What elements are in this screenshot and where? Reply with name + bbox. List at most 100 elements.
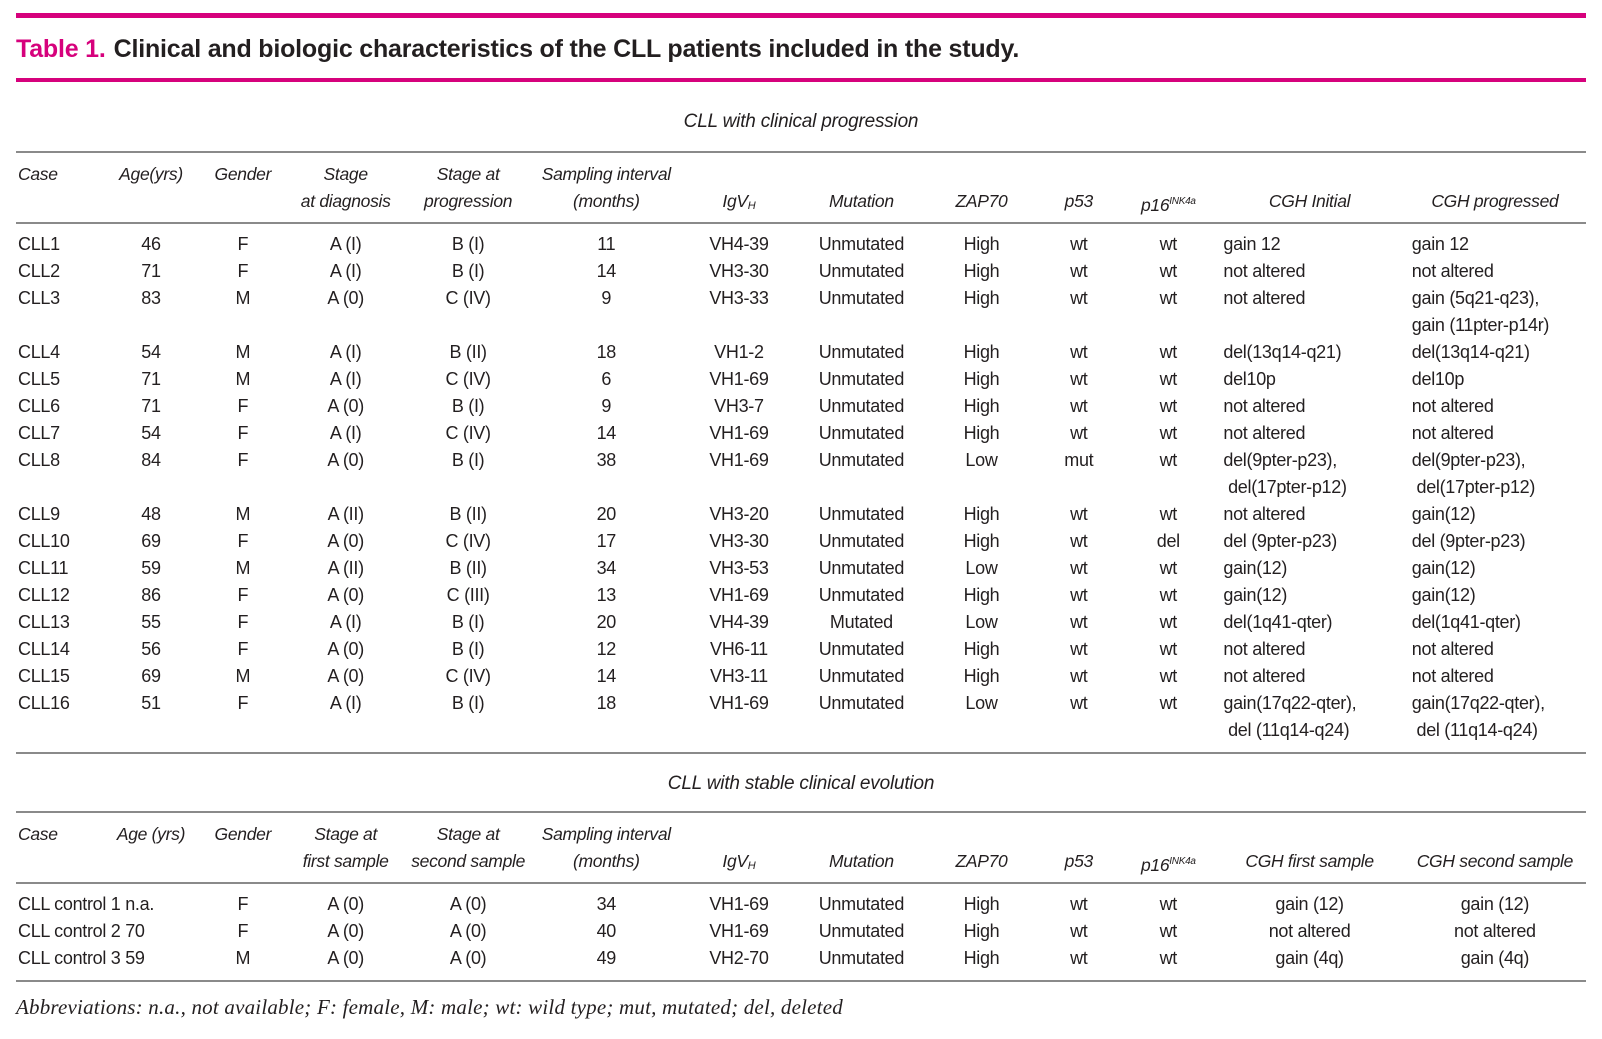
table-cell: 9 xyxy=(601,288,612,308)
table-cell: VH1-69 xyxy=(709,369,769,389)
table-cell: wt xyxy=(1070,423,1088,443)
table-cell: High xyxy=(963,288,1000,308)
table-cell: wt xyxy=(1159,234,1178,254)
column-header: Gender xyxy=(199,151,287,224)
table-cell: A (0) xyxy=(327,948,364,968)
table-cell: wt xyxy=(1159,639,1178,659)
table-cell: Mutated xyxy=(829,612,893,632)
header-row: Case Age (yrs) Gender Stage at first sample S… xyxy=(16,811,1586,884)
table-cell: 34 xyxy=(596,558,617,578)
table-cell: Unmutated xyxy=(818,261,905,281)
table-cell: High xyxy=(963,261,1000,281)
table-cell: gain(12) xyxy=(1411,504,1476,524)
table-cell: wt xyxy=(1159,342,1178,362)
table-cell: gain(12) xyxy=(1411,558,1476,578)
table-cell: 71 xyxy=(141,261,161,281)
table-cell: not altered xyxy=(1411,261,1494,281)
table-row: CLL15 69 M A (0) C (IV) 14 VH3-11 Unmutated High… xyxy=(16,663,1586,690)
table-cell: Unmutated xyxy=(818,450,905,470)
table-cell: gain(12) xyxy=(1223,558,1288,578)
table-cell: CLL4 xyxy=(18,342,60,362)
table-cell: A (0) xyxy=(327,585,364,605)
column-header: Stage at first sample xyxy=(286,811,406,884)
table-cell: 69 xyxy=(141,531,161,551)
table-cell: High xyxy=(963,531,1000,551)
table-cell: A (I) xyxy=(329,342,362,362)
table-cell: A (I) xyxy=(329,612,362,632)
table-cell: mut xyxy=(1064,450,1094,470)
table-cell: Unmutated xyxy=(818,639,905,659)
column-header: ZAP70 xyxy=(926,811,1037,884)
table-cell: not altered xyxy=(1411,396,1494,416)
column-header: IgVH xyxy=(681,811,797,884)
table-cell: A (0) xyxy=(327,531,364,551)
table-cell: Unmutated xyxy=(818,369,905,389)
table-cell: VH1-69 xyxy=(709,423,769,443)
table-cell: M xyxy=(235,369,251,389)
table-cell: 11 xyxy=(597,234,616,254)
table-cell: del(1q41-qter) xyxy=(1411,612,1521,632)
table-cell: 59 xyxy=(141,558,161,578)
table-cell: wt xyxy=(1159,450,1178,470)
table-cell: 14 xyxy=(596,423,617,443)
table-cell: VH1-69 xyxy=(709,693,769,713)
table-cell: wt xyxy=(1070,558,1088,578)
table-cell: VH1-69 xyxy=(709,921,769,941)
table-cell: 38 xyxy=(596,450,617,470)
table-cell: VH3-20 xyxy=(709,504,769,524)
table-cell: High xyxy=(963,504,1000,524)
column-header: Case xyxy=(16,151,103,224)
table-cell: wt xyxy=(1159,369,1178,389)
table-cell: F xyxy=(237,531,249,551)
table-cell: F xyxy=(237,234,249,254)
table-cell: CLL15 xyxy=(18,666,70,686)
table-cell: gain(17q22-qter), del (11q14-q24) xyxy=(1411,693,1545,740)
table-cell: A (II) xyxy=(327,504,365,524)
column-header: p16INK4a xyxy=(1121,811,1216,884)
table-cell: High xyxy=(963,894,1000,914)
table-cell: 48 xyxy=(141,504,161,524)
table-cell: wt xyxy=(1070,894,1088,914)
table-cell: VH1-69 xyxy=(709,450,769,470)
column-header: Stage at progression xyxy=(405,151,531,224)
table-number-label: Table 1. xyxy=(16,35,106,63)
table-cell: gain(12) xyxy=(1223,585,1288,605)
table-cell: F xyxy=(237,612,249,632)
table-figure: Table 1. Clinical and biologic characteri… xyxy=(16,13,1586,1020)
table-row: CLL14 56 F A (0) B (I) 12 VH6-11 Unmutated High w… xyxy=(16,636,1586,663)
table-cell: wt xyxy=(1070,585,1088,605)
table-cell: B (I) xyxy=(451,234,485,254)
section-heading-progression: CLL with clinical progression xyxy=(683,111,919,132)
table-cell: gain(17q22-qter), del (11q14-q24) xyxy=(1223,693,1357,740)
table-cell: CLL12 xyxy=(18,585,70,605)
column-header: Gender xyxy=(199,811,287,884)
table-cell: VH4-39 xyxy=(709,612,769,632)
table-cell: M xyxy=(235,558,251,578)
column-header: CGH first sample xyxy=(1215,811,1404,884)
table-cell: Unmutated xyxy=(818,666,905,686)
table-cell: Low xyxy=(965,693,998,713)
table-cell: wt xyxy=(1070,504,1088,524)
table-cell: wt xyxy=(1159,396,1178,416)
table-cell: F xyxy=(237,450,249,470)
table-row: CLL8 84 F A (0) B (I) 38 VH1-69 Unmutated Low mut… xyxy=(16,447,1586,501)
cll-progression-table: Case Age(yrs) Gender Stage at diagnosis Stage… xyxy=(16,151,1586,754)
table-cell: Low xyxy=(965,558,998,578)
table-cell: 9 xyxy=(601,396,612,416)
table-cell: A (0) xyxy=(327,921,364,941)
cll-stable-table: Case Age (yrs) Gender Stage at first sample S… xyxy=(16,811,1586,982)
table-cell: A (II) xyxy=(327,558,365,578)
table-cell: VH4-39 xyxy=(709,234,769,254)
table-row: CLL3 83 M A (0) C (IV) 9 VH3-33 Unmutated High wt… xyxy=(16,285,1586,339)
table-cell: B (II) xyxy=(449,504,488,524)
table-cell: High xyxy=(963,369,1000,389)
table-cell: 40 xyxy=(596,921,617,941)
table-cell: Unmutated xyxy=(818,531,905,551)
table-cell: B (I) xyxy=(451,396,485,416)
table-cell: gain 12 xyxy=(1223,234,1281,254)
table-cell: C (III) xyxy=(446,585,490,605)
table-cell: CLL16 xyxy=(18,693,70,713)
table-cell: 34 xyxy=(596,894,617,914)
table-cell: 20 xyxy=(596,612,617,632)
table-cell: Unmutated xyxy=(818,921,905,941)
